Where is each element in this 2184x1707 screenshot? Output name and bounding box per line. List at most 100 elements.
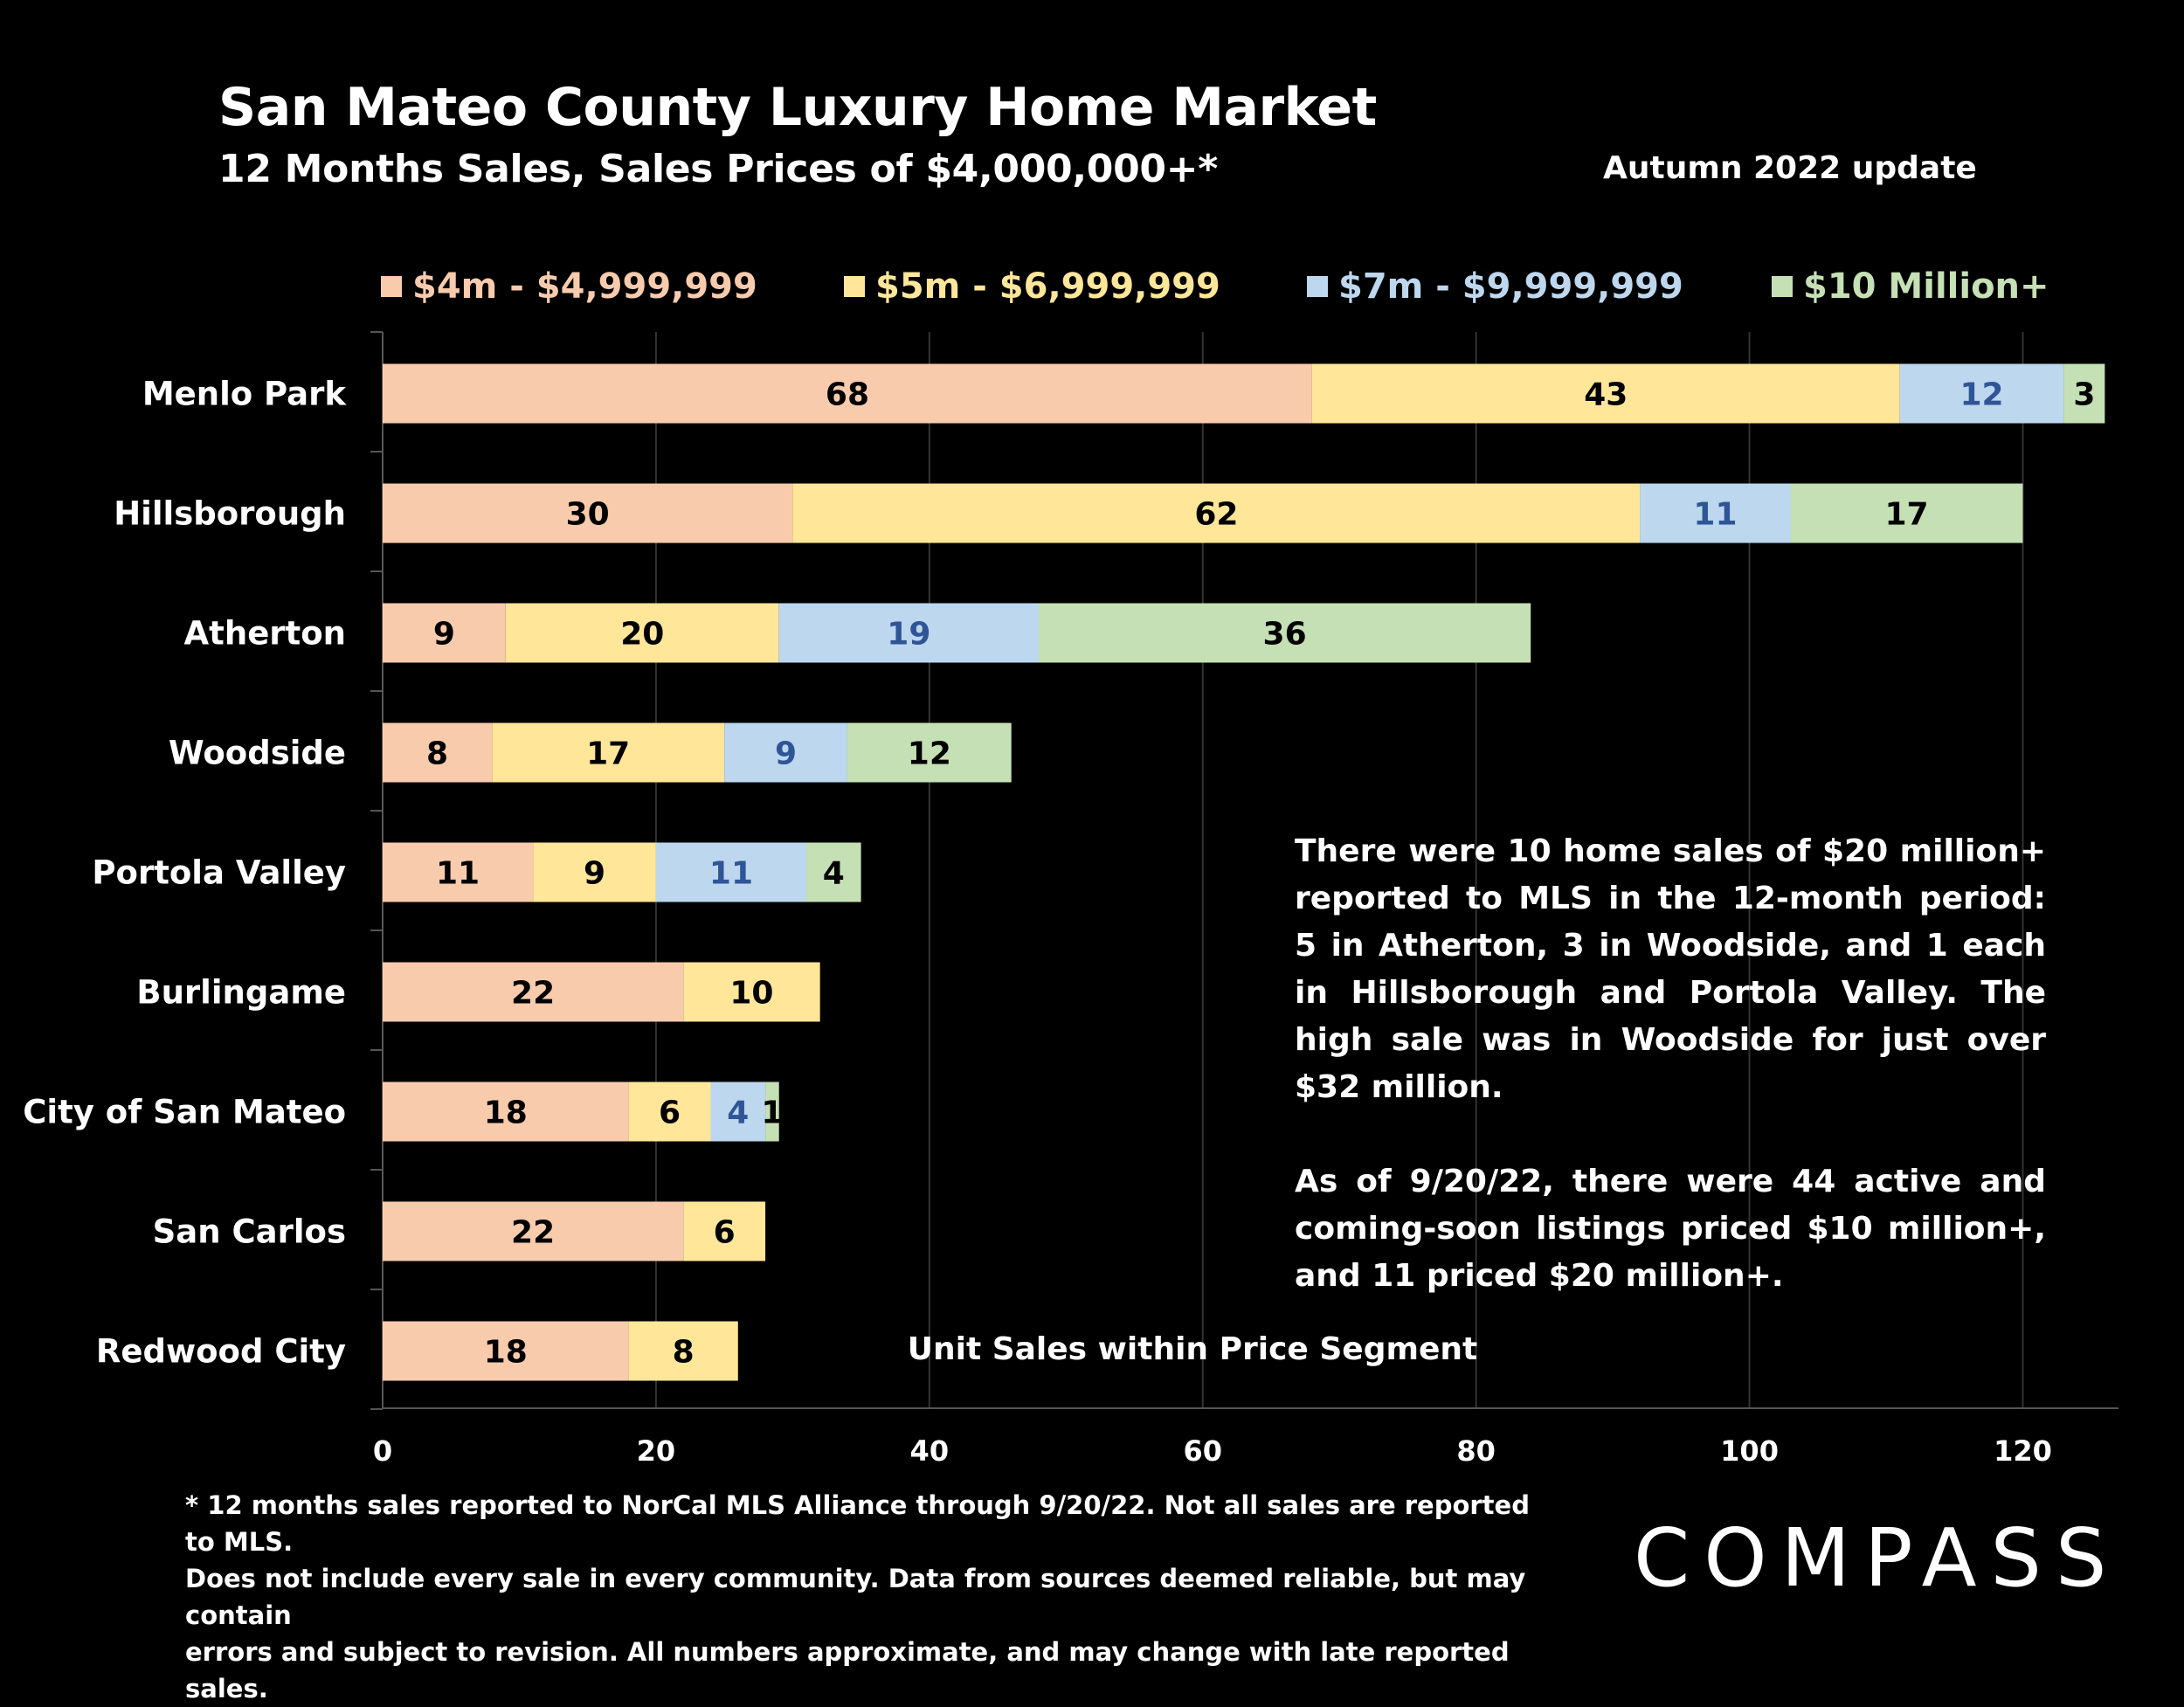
bar-value-label: 9 [584,856,605,892]
bar-value-label: 19 [887,617,930,653]
x-tick-label-40: 40 [910,1434,950,1468]
chart-title: San Mateo County Luxury Home Market [218,77,1377,138]
legend-item-4m: $4m - $4,999,999 [381,266,757,307]
category-label: Atherton [184,615,346,653]
bar-segment [1311,363,1900,424]
bar-segment [710,1082,766,1142]
bar-value-label: 12 [908,736,951,772]
bar-value-label: 68 [826,377,869,413]
bar-value-label: 8 [426,736,448,772]
footnote-line-2: Does not include every sale in every com… [185,1564,1526,1630]
bar-value-label: 11 [436,856,480,892]
bar-segment [383,842,534,902]
x-tick-label-0: 0 [373,1434,392,1468]
bar-segment [1790,483,2023,543]
bar-value-label: 9 [775,736,797,772]
legend-swatch-4m [381,276,402,297]
legend-item-5m: $5m - $6,999,999 [844,266,1220,307]
bar-value-label: 22 [511,976,555,1012]
bar-value-label: 6 [714,1215,736,1251]
bar-segment [724,722,847,783]
x-axis-title: Unit Sales within Price Segment [908,1331,1477,1367]
bar-value-label: 20 [620,617,664,653]
x-tick-label-100: 100 [1720,1434,1779,1468]
bar-value-label: 10 [729,976,773,1012]
category-label: Hillsborough [114,495,346,533]
bar-segment [792,483,1641,543]
footnote-line-1: * 12 months sales reported to NorCal MLS… [185,1490,1530,1557]
x-tick-label-60: 60 [1183,1434,1222,1468]
bar-segment [492,722,725,783]
bar-value-label: 43 [1584,377,1628,413]
footnote-line-3: errors and subject to revision. All numb… [185,1637,1510,1704]
x-tick-label-120: 120 [1994,1434,2052,1468]
annotation-text: There were 10 home sales of $20 million+… [1295,828,2046,1347]
legend-label-7m: $7m - $9,999,999 [1338,266,1683,307]
bar-value-label: 62 [1194,497,1238,533]
bar-segment [383,1321,629,1381]
chart-subtitle: 12 Months Sales, Sales Prices of $4,000,… [218,147,1218,191]
bar-segment [847,722,1012,783]
legend-swatch-7m [1307,276,1328,297]
bar-segment [778,603,1039,663]
bar-segment [1038,603,1531,663]
legend-item-7m: $7m - $9,999,999 [1307,266,1683,307]
legend-item-10m: $10 Million+ [1772,266,2049,307]
bar-value-label: 17 [586,736,630,772]
bar-value-label: 18 [484,1095,528,1131]
bar-segment [1640,483,1791,543]
bar-segment [505,603,779,663]
bar-value-label: 3 [2073,377,2095,413]
bar-value-label: 9 [433,617,455,653]
bar-segment [683,1201,766,1261]
bar-value-label: 17 [1884,497,1928,533]
bar-value-label: 6 [659,1095,681,1131]
bar-segment [383,722,493,783]
annotation-paragraph-1: There were 10 home sales of $20 million+… [1295,833,2046,1105]
bar-segment [628,1321,738,1381]
category-label: Burlingame [136,974,346,1012]
category-label: San Carlos [153,1213,346,1251]
x-tick-label-20: 20 [637,1434,676,1468]
update-label: Autumn 2022 update [1603,150,1977,186]
bar-segment [628,1082,711,1142]
bar-segment [383,363,1312,424]
category-label: Menlo Park [142,376,348,413]
bar-value-label: 4 [823,856,845,892]
bar-segment [655,842,807,902]
legend-label-5m: $5m - $6,999,999 [875,266,1220,307]
bar-value-label: 11 [709,856,753,892]
compass-logo: COMPASS [1634,1511,2121,1605]
legend-swatch-5m [844,276,865,297]
bar-segment [806,842,861,902]
bar-segment [383,603,506,663]
bar-value-label: 8 [673,1335,695,1371]
bar-value-label: 30 [566,497,610,533]
bar-value-label: 11 [1693,497,1737,533]
bar-segment [533,842,656,902]
legend-label-4m: $4m - $4,999,999 [412,266,757,307]
bar-value-label: 18 [484,1335,528,1371]
bar-value-label: 36 [1263,617,1307,653]
bar-segment [765,1082,779,1142]
bar-segment [683,962,820,1022]
category-label: Portola Valley [92,854,346,892]
legend-swatch-10m [1772,276,1793,297]
legend: $4m - $4,999,999 $5m - $6,999,999 $7m - … [381,266,2049,319]
bar-segment [383,962,684,1022]
x-tick-label-80: 80 [1456,1434,1496,1468]
footnote: * 12 months sales reported to NorCal MLS… [185,1487,1548,1707]
bar-segment [1899,363,2064,424]
bar-segment [383,483,793,543]
category-label: Redwood City [96,1333,346,1371]
bar-value-label: 4 [727,1095,749,1131]
bar-value-label: 22 [511,1215,555,1251]
bar-segment [383,1082,629,1142]
bar-value-label: 12 [1959,377,2003,413]
bar-segment [2063,363,2105,424]
category-label: City of San Mateo [23,1094,346,1131]
bar-value-label: 1 [761,1095,783,1131]
bar-segment [383,1201,684,1261]
legend-label-10m: $10 Million+ [1803,266,2049,307]
